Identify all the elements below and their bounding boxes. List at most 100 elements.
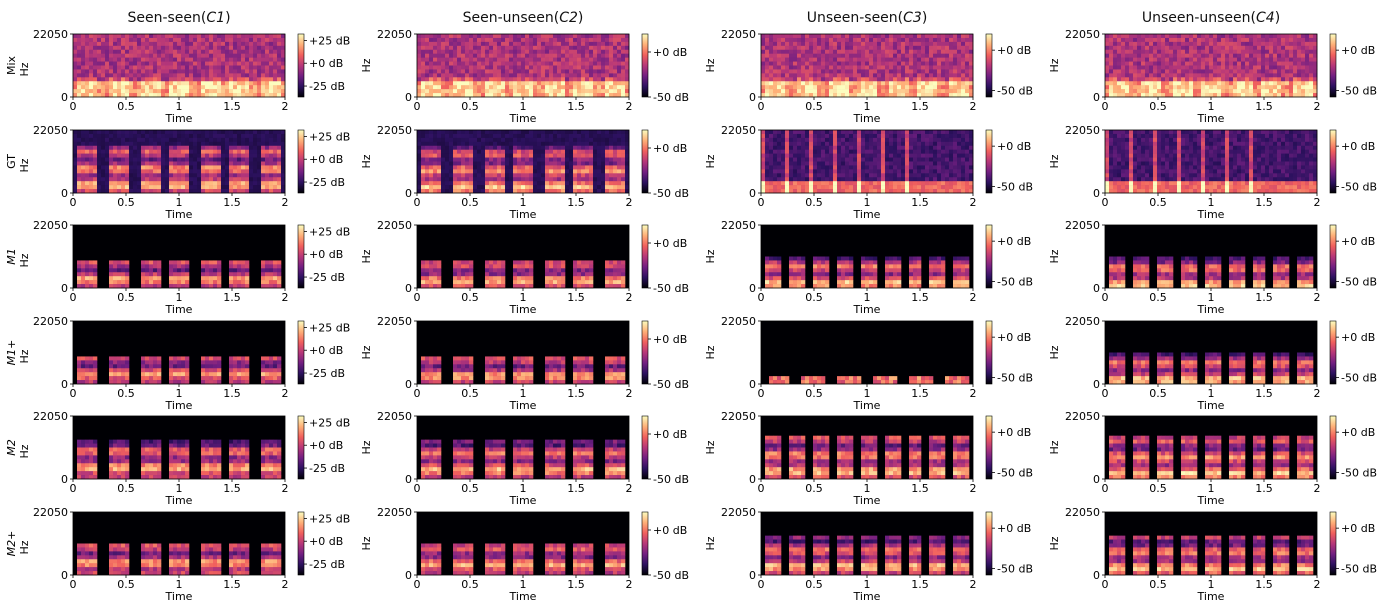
y-axis-label: Hz: [1048, 536, 1061, 550]
x-tick-label: 0.5: [805, 196, 823, 209]
x-axis-label: Time: [853, 112, 881, 125]
colorbar: +0 dB -50 dB: [641, 224, 689, 295]
x-tick-label: 2: [626, 291, 633, 304]
x-tick-label: 1.5: [1255, 578, 1273, 591]
y-tick-label: 0: [405, 378, 412, 391]
x-tick-label: 0: [414, 387, 421, 400]
x-tick-label: 0: [1102, 578, 1109, 591]
y-tick-label: 22050: [33, 410, 68, 423]
colorbar-tick-label: +0 dB: [309, 439, 343, 452]
colorbar-tick-label: -25 dB: [309, 176, 345, 189]
x-axis-label: Time: [165, 208, 193, 221]
y-axis-label: Hz: [704, 249, 717, 263]
spectrogram-panel: 0 0.5 1 1.5 2 Time 0 22050 Hz +0 dB -50 dB: [1048, 219, 1377, 316]
colorbar-tick-label: -50 dB: [653, 91, 689, 104]
x-tick-label: 0.5: [805, 291, 823, 304]
x-tick-label: 0.5: [805, 387, 823, 400]
colorbar-tick-label: +0 dB: [1341, 426, 1375, 439]
colorbar: +25 dB +0 dB -25 dB: [297, 129, 350, 194]
y-tick-label: 22050: [377, 315, 412, 328]
spectrogram-panel: 0 0.5 1 1.5 2 Time 0 22050 Hz +0 dB -50 dB: [1048, 315, 1377, 412]
y-tick-label: 22050: [377, 506, 412, 519]
x-tick-label: 0.5: [1149, 100, 1167, 113]
y-tick-label: 22050: [1065, 124, 1100, 137]
colorbar-tick-label: -50 dB: [1341, 372, 1377, 385]
x-tick-label: 0: [70, 291, 77, 304]
x-tick-label: 2: [282, 291, 289, 304]
spectrogram-panel: 0 0.5 1 1.5 2 Time 0 22050 Hz +0 dB -50 dB: [704, 315, 1033, 412]
colorbar-tick-label: +0 dB: [309, 344, 343, 357]
y-tick-label: 0: [749, 473, 756, 486]
colorbar-tick-label: +0 dB: [997, 235, 1031, 248]
y-tick-label: 22050: [377, 28, 412, 41]
x-axis-label: Time: [1197, 303, 1225, 316]
y-tick-label: 0: [61, 91, 68, 104]
y-tick-label: 0: [1093, 569, 1100, 582]
row-label: M2+: [5, 531, 18, 557]
colorbar-tick-label: +0 dB: [653, 46, 687, 59]
x-tick-label: 2: [1314, 196, 1321, 209]
x-axis-label: Time: [165, 112, 193, 125]
colorbar: +25 dB +0 dB -25 dB: [297, 511, 350, 576]
y-axis-label: Hz: [704, 58, 717, 72]
spectrogram-panel: 0 0.5 1 1.5 2 Time 0 22050 Hz +0 dB -50 dB: [1048, 506, 1377, 603]
x-tick-label: 1: [864, 196, 871, 209]
y-tick-label: 22050: [1065, 28, 1100, 41]
x-tick-label: 0: [758, 578, 765, 591]
colorbar: +0 dB -50 dB: [985, 129, 1033, 194]
colorbar-tick-label: -50 dB: [1341, 85, 1377, 98]
spectrogram-panel: 0 0.5 1 1.5 2 Time 0 22050 Hz +0 dB -50 dB: [1048, 28, 1377, 125]
colorbar-tick-label: +0 dB: [653, 333, 687, 346]
y-tick-label: 0: [61, 282, 68, 295]
spectrogram-panel: 0 0.5 1 1.5 2 Time 0 22050 Hz +0 dB -50 dB: [360, 506, 689, 603]
x-tick-label: 1.5: [1255, 196, 1273, 209]
y-tick-label: 0: [1093, 282, 1100, 295]
colorbar-tick-label: +25 dB: [309, 34, 350, 47]
spectrogram-panel: 0 0.5 1 1.5 2 Time 0 22050 Hz +0 dB -50 dB: [704, 506, 1033, 603]
colorbar: +0 dB -50 dB: [985, 415, 1033, 480]
colorbar-tick-label: +0 dB: [997, 44, 1031, 57]
x-tick-label: 1.5: [567, 578, 585, 591]
colorbar-tick-label: +25 dB: [309, 321, 350, 334]
x-tick-label: 0.5: [1149, 291, 1167, 304]
y-tick-label: 0: [1093, 91, 1100, 104]
y-tick-label: 0: [61, 187, 68, 200]
colorbar-tick-label: +25 dB: [309, 225, 350, 238]
x-tick-label: 1.5: [567, 387, 585, 400]
x-tick-label: 0.5: [805, 482, 823, 495]
y-axis-label: Hz: [18, 253, 31, 267]
colorbar-tick-label: -50 dB: [1341, 563, 1377, 576]
colorbar: +0 dB -50 dB: [1329, 224, 1377, 289]
x-tick-label: 0.5: [461, 291, 479, 304]
x-tick-label: 1: [520, 291, 527, 304]
y-tick-label: 22050: [721, 124, 756, 137]
x-tick-label: 0: [70, 578, 77, 591]
x-tick-label: 1.5: [223, 578, 241, 591]
x-axis-label: Time: [509, 303, 537, 316]
spectrogram-panel: 0 0.5 1 1.5 2 Time 0 22050 Hz +0 dB -50 dB: [1048, 410, 1377, 507]
colorbar: +0 dB -50 dB: [641, 511, 689, 582]
x-axis-label: Time: [853, 303, 881, 316]
x-tick-label: 0: [758, 100, 765, 113]
x-tick-label: 1: [1208, 482, 1215, 495]
row-label: M1+: [5, 340, 18, 366]
row-label: M1: [5, 248, 18, 265]
x-tick-label: 2: [1314, 482, 1321, 495]
colorbar: +25 dB +0 dB -25 dB: [297, 224, 350, 289]
x-tick-label: 1.5: [911, 578, 929, 591]
spectrogram-panel: 0 0.5 1 1.5 2 Time 0 22050 Hz +0 dB -50 dB: [360, 219, 689, 316]
spectrogram-panel: 0 0.5 1 1.5 2 Time 0 22050 Hz +0 dB -50 dB: [360, 28, 689, 125]
x-tick-label: 0: [414, 482, 421, 495]
x-tick-label: 0: [70, 387, 77, 400]
y-tick-label: 22050: [33, 124, 68, 137]
y-tick-label: 22050: [1065, 315, 1100, 328]
x-tick-label: 1: [176, 291, 183, 304]
x-tick-label: 0.5: [461, 100, 479, 113]
x-tick-label: 0: [70, 100, 77, 113]
x-tick-label: 1.5: [567, 196, 585, 209]
x-axis-label: Time: [853, 590, 881, 603]
y-tick-label: 22050: [377, 219, 412, 232]
x-tick-label: 2: [282, 387, 289, 400]
